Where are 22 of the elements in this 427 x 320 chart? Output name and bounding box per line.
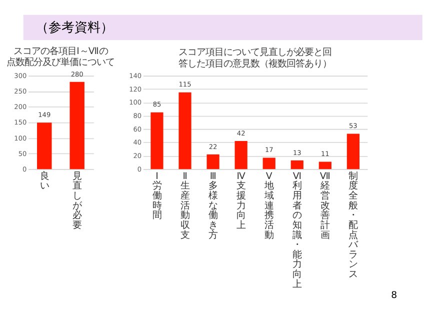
bar — [346, 134, 360, 170]
chart-title: スコア項目について見直しが必要と回答した項目の意見数（複数回答あり） — [178, 47, 332, 70]
bar — [150, 112, 164, 170]
x-tick-label: Ⅶ 経営改善計画 — [320, 170, 330, 241]
x-tick-label: Ⅱ 生産活動収支 — [180, 170, 190, 241]
text: （参考資料） — [36, 20, 114, 36]
category-label: 制度全般・配点バランス — [348, 170, 358, 280]
bar — [318, 162, 332, 170]
bar — [290, 160, 304, 170]
bar — [262, 158, 276, 170]
chart-title: スコアの各項目Ⅰ～Ⅶの点数配分及び単価について — [6, 46, 115, 68]
x-tick-label: Ⅴ 地域連携活動 — [264, 170, 274, 241]
x-tick-label: 見直しが必要 — [72, 170, 83, 231]
bar — [234, 141, 248, 170]
text: 8 — [391, 290, 398, 302]
bar — [206, 154, 220, 170]
x-tick-label: Ⅳ 支援力向上 — [236, 170, 246, 231]
category-label: Ⅵ 利用者の知識・能力向上 — [292, 170, 302, 290]
bar — [178, 92, 192, 170]
x-tick-label: 良い — [40, 170, 49, 192]
x-tick-label: Ⅰ 労働時間 — [152, 170, 162, 222]
x-tick-label: Ⅲ 多様な働き方 — [208, 170, 218, 241]
